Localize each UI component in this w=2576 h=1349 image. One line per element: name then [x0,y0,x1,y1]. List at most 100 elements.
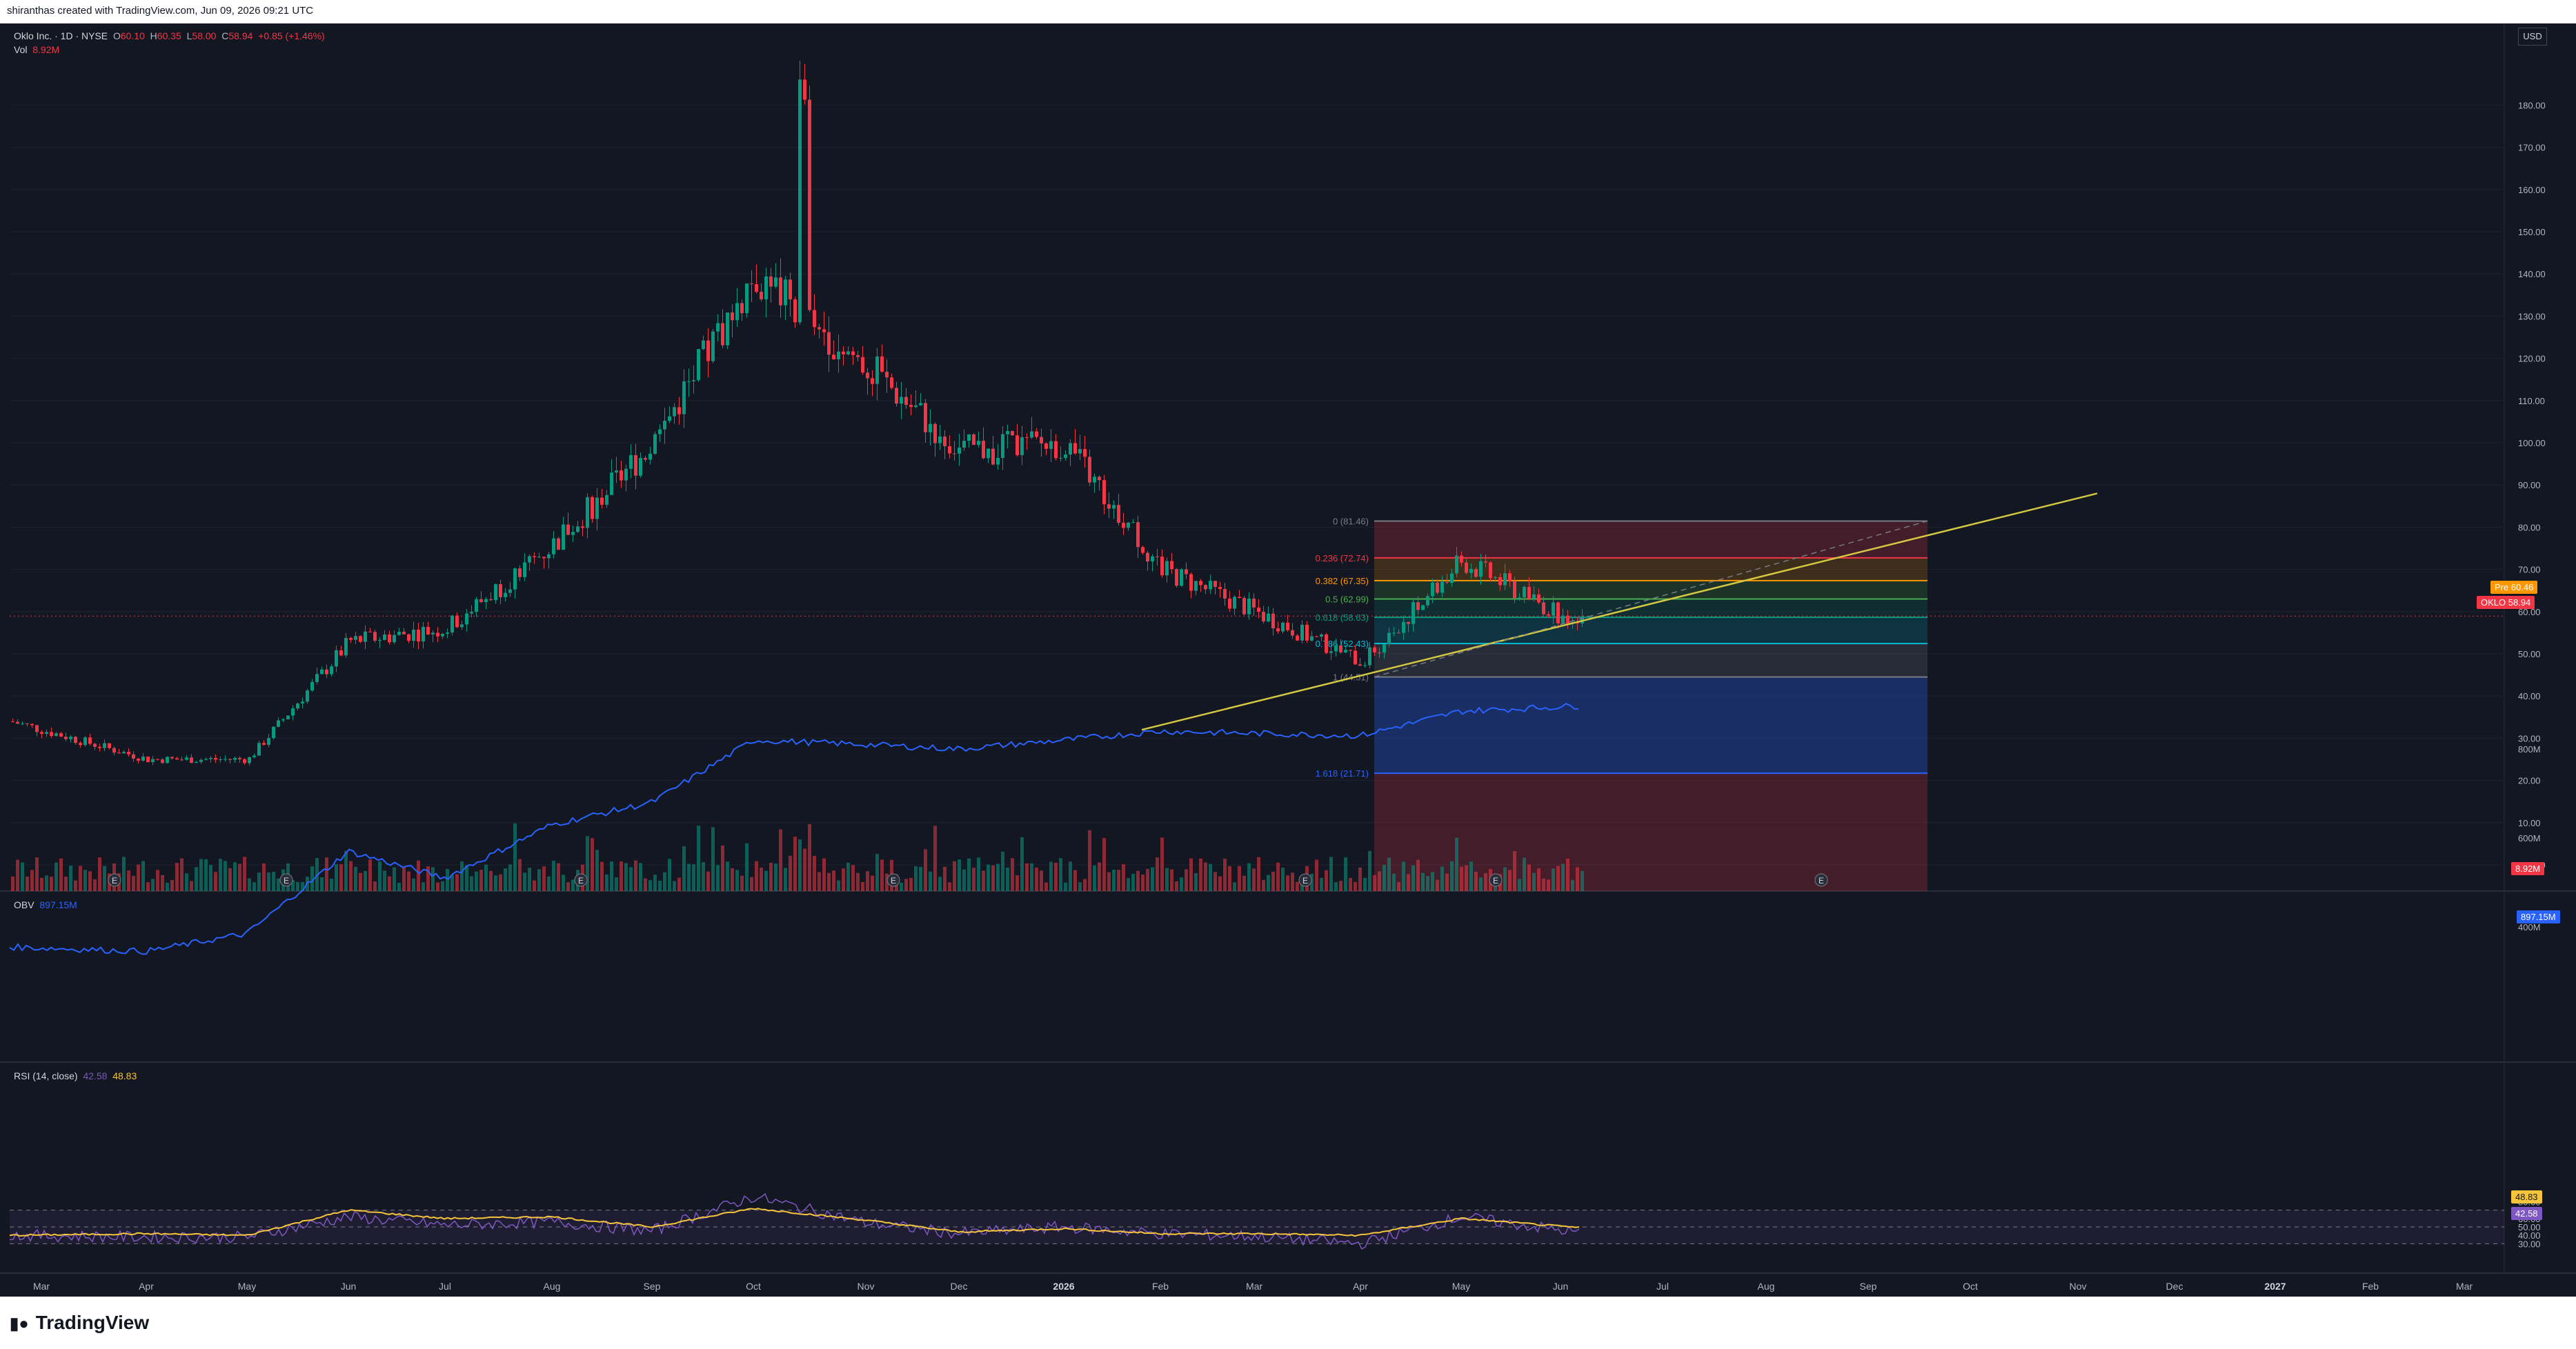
volume-bar [349,861,353,891]
volume-bar [412,878,415,891]
volume-bar [1397,881,1400,891]
volume-bar [364,870,367,891]
candle-body [1552,602,1555,616]
candle-body [1489,562,1492,579]
volume-bar [1339,881,1343,891]
candle-body [1537,594,1540,603]
candle-body [566,524,570,535]
rsi-legend[interactable]: RSI (14, close) 42.58 48.83 [14,1070,137,1081]
candle-body [407,634,410,641]
pre-label: Pre [2495,582,2509,592]
volume-bar [735,870,739,891]
volume-bar [658,881,662,891]
volume-bar [1354,881,1357,891]
candle-body [933,423,937,443]
candle-body [1151,556,1154,562]
ticker-label: OKLO [2481,597,2506,608]
volume-bar [185,873,188,891]
price-tick-label: 180.00 [2518,100,2546,110]
candle-body [557,538,560,550]
volume-bar [508,864,512,891]
volume-bar [591,838,594,891]
volume-bar [1107,872,1111,891]
candle-body [267,738,270,745]
candle-body [943,436,947,446]
candle-body [199,759,203,762]
volume-bar [64,877,68,891]
candle-body [1329,651,1333,653]
symbol-legend[interactable]: Oklo Inc. · 1D · NYSE O60.10 H60.35 L58.… [14,30,325,41]
candle-body [359,636,362,642]
candle-body [504,592,507,597]
volume-bar [489,870,493,891]
candle-body [832,354,835,359]
obv-legend[interactable]: OBV 897.15M [14,899,77,910]
candle-body [1204,585,1207,590]
candle-body [422,626,425,642]
candle-body [219,759,222,761]
volume-bar [846,862,850,891]
candle-body [1252,598,1256,608]
candle-body [59,733,63,737]
volume-bar [383,870,386,891]
volume-bar [779,829,782,891]
candle-body [1450,573,1454,583]
volume-bar [663,872,666,891]
volume-bar [335,864,338,891]
candle-body [195,761,198,763]
volume-bar [760,867,763,891]
candle-body [875,356,879,384]
candle-body [112,748,116,753]
volume-bar [1581,870,1584,891]
candle-body [1518,597,1521,599]
volume-bar [1136,870,1140,891]
price-tick-label: 100.00 [2518,438,2546,448]
volume-bar [842,868,845,891]
obv-tag: 897.15M [2517,910,2560,923]
candle-body [1387,632,1391,645]
tradingview-logo[interactable]: ▮● TradingView [10,1312,149,1334]
candle-body [634,454,637,476]
chart-canvas[interactable]: 180.00 170.00 160.00 150.00 140.00 130.00 120.… [0,23,2576,1297]
chart-area[interactable]: 180.00 170.00 160.00 150.00 140.00 130.00 120.… [0,23,2576,1297]
candle-body [214,758,217,760]
earnings-marker-icon [279,873,293,887]
rsi-tick-label: 40.00 [2518,1230,2541,1241]
volume-bar [644,878,647,891]
volume-bar [262,863,266,891]
candle-body [248,757,251,763]
volume-bar [639,863,642,891]
volume-bar [721,845,724,891]
candle-body [1416,602,1420,610]
rsi-tick-label: 30.00 [2518,1239,2541,1249]
volume-bar [832,870,835,891]
volume-legend[interactable]: Vol 8.92M [14,44,59,55]
candle-body [576,526,579,532]
candle-body [388,634,391,643]
candle-body [1479,561,1483,577]
candle-body [40,732,43,735]
volume-bar [441,881,444,891]
volume-bar [605,875,608,891]
candle-body [1498,577,1502,586]
time-tick-label: Oct [1963,1281,1978,1292]
candle-body [11,721,14,722]
volume-bar [1445,873,1449,891]
vol-value: 8.92M [32,44,60,55]
volume-bar [1185,869,1188,891]
candle-body [315,674,319,682]
volume-bar [1363,877,1367,891]
candle-body [1325,634,1328,653]
volume-bar [373,881,377,891]
volume-bar [1194,872,1198,891]
candle-body [83,737,87,746]
candle-body [890,377,893,388]
rsi-tag: 42.58 [2511,1207,2542,1220]
candle-body [760,292,763,299]
candle-body [755,284,758,292]
volume-bar [1556,866,1560,891]
currency-button[interactable]: USD [2518,28,2547,46]
volume-bar [1204,862,1207,891]
price-tick-label: 40.00 [2518,691,2541,701]
volume-bar [523,872,526,891]
